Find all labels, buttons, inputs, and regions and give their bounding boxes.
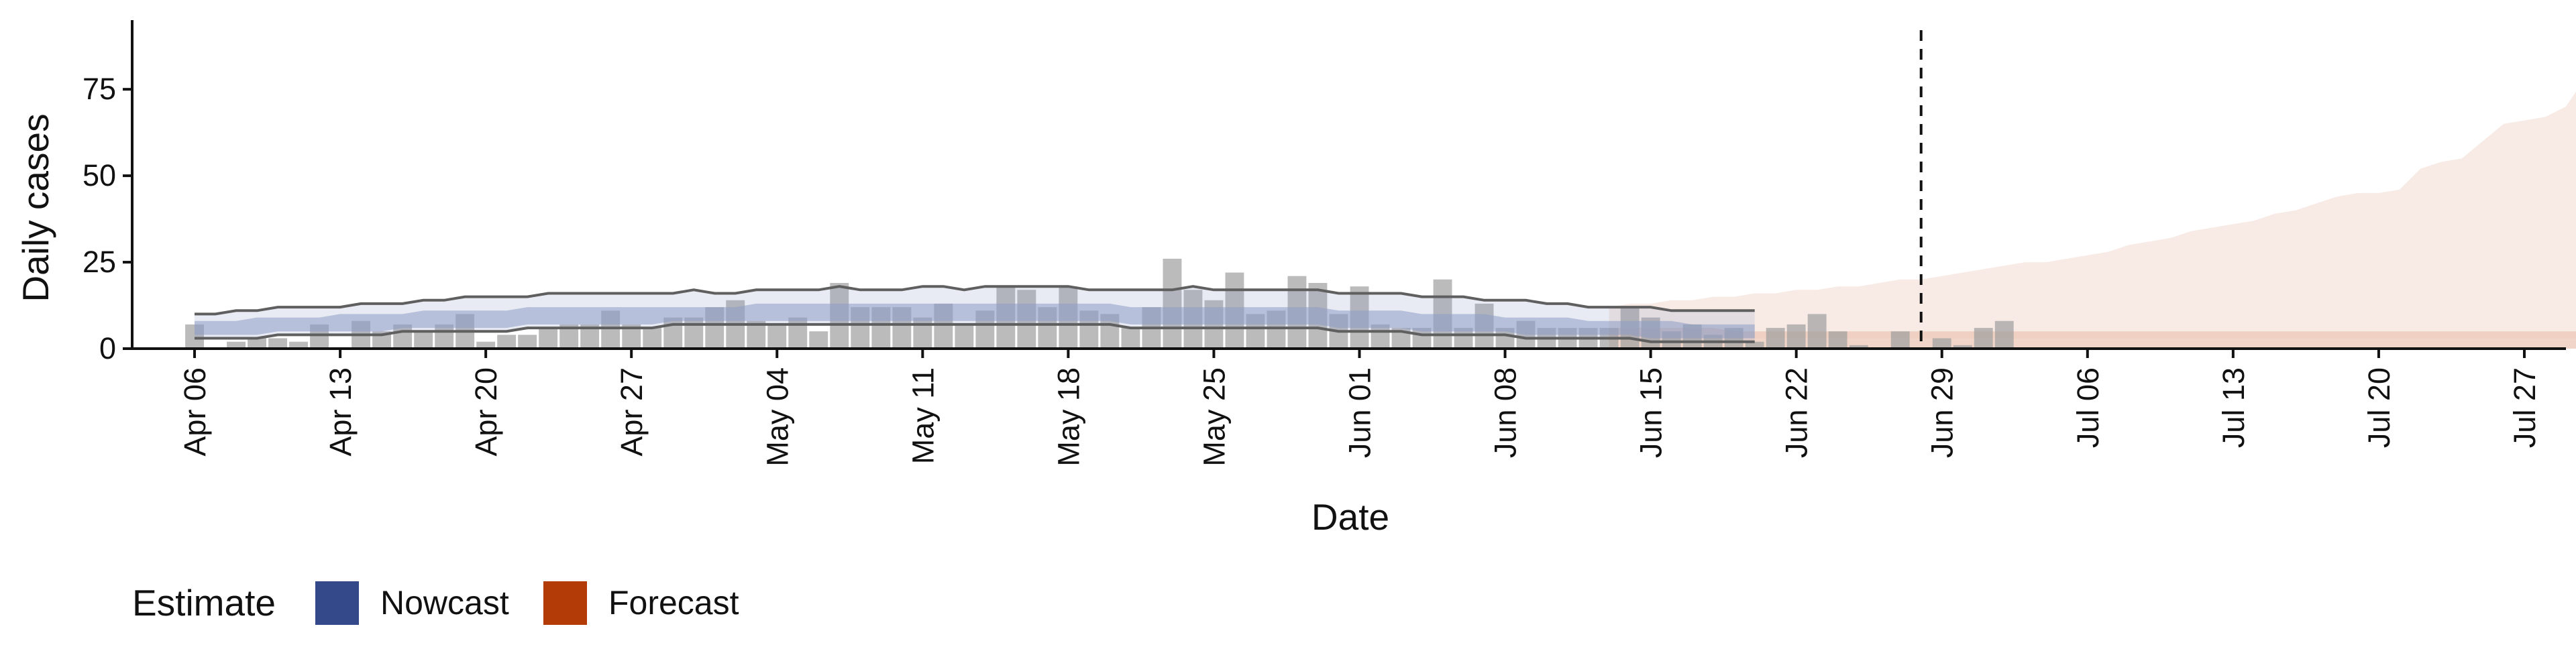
x-tick-label: Jun 15 xyxy=(1634,367,1668,458)
case-bar xyxy=(289,341,308,349)
x-tick-label: May 18 xyxy=(1051,367,1085,467)
case-bar xyxy=(1371,324,1390,349)
legend: Estimate Nowcast Forecast xyxy=(132,581,739,625)
x-tick-label: Jul 06 xyxy=(2071,367,2105,448)
case-bar xyxy=(1849,345,1868,349)
forecast-outer-band xyxy=(1609,91,2576,339)
case-bar xyxy=(248,338,266,349)
y-tick-label: 0 xyxy=(99,331,116,365)
y-tick-label: 25 xyxy=(83,245,116,279)
legend-swatch-forecast xyxy=(543,581,587,625)
x-axis-title: Date xyxy=(1311,496,1389,538)
legend-title: Estimate xyxy=(132,582,276,624)
legend-swatch-nowcast xyxy=(315,581,359,625)
x-tick-label: Apr 06 xyxy=(178,367,212,457)
case-bar xyxy=(1121,328,1140,349)
y-tick-label: 75 xyxy=(83,72,116,106)
forecast-inner-band xyxy=(1609,328,2576,349)
case-bar xyxy=(497,335,517,349)
case-bar xyxy=(1974,328,1993,349)
x-tick-label: Jul 20 xyxy=(2362,367,2396,448)
nowcast-inner-band xyxy=(195,303,1755,339)
case-bar xyxy=(1163,258,1182,349)
ribbon-lines-layer xyxy=(195,285,1755,343)
forecast-layer xyxy=(1609,91,2576,349)
case-bar xyxy=(1412,328,1432,349)
x-tick-label: May 25 xyxy=(1197,367,1231,467)
x-tick-label: May 11 xyxy=(906,367,940,464)
case-bar xyxy=(435,324,454,349)
axes-layer: 0 25 50 75 Apr 06 Apr 13 Apr 20 Apr 27 May 04 May… xyxy=(83,20,2566,467)
case-bar xyxy=(268,338,287,349)
x-tick-label: Jun 01 xyxy=(1343,367,1377,458)
case-bar xyxy=(227,341,246,349)
case-bar xyxy=(788,317,808,349)
case-bar xyxy=(1953,345,1972,349)
case-bar xyxy=(1994,320,2014,349)
nowcast-upper-line xyxy=(195,285,1755,316)
case-bar xyxy=(1932,338,1951,349)
y-axis-title: Daily cases xyxy=(15,113,56,302)
x-tick-label: Jul 13 xyxy=(2216,367,2251,448)
case-bar xyxy=(1745,341,1764,349)
case-bar xyxy=(809,331,828,349)
case-bar xyxy=(1454,328,1473,349)
nowcast-lower-line xyxy=(195,322,1755,343)
case-bar xyxy=(684,317,704,349)
x-tick-label: Jul 27 xyxy=(2508,367,2542,448)
x-tick-label: Jun 22 xyxy=(1780,367,1814,458)
case-bar xyxy=(518,335,537,349)
case-bar xyxy=(1828,331,1847,349)
y-tick-label: 50 xyxy=(83,158,116,192)
x-tick-label: Apr 27 xyxy=(614,367,649,457)
case-bar xyxy=(767,324,787,349)
legend-label-nowcast: Nowcast xyxy=(380,584,509,622)
case-bar xyxy=(1766,328,1785,349)
case-bar xyxy=(1807,314,1827,349)
case-bar xyxy=(1890,331,1910,349)
case-bar xyxy=(955,324,974,349)
case-bar xyxy=(1786,324,1806,349)
x-tick-label: Apr 13 xyxy=(323,367,358,457)
case-bar xyxy=(414,331,433,349)
case-bar xyxy=(476,341,496,349)
x-tick-label: Apr 20 xyxy=(469,367,503,457)
x-tick-label: Jun 29 xyxy=(1925,367,1960,458)
x-tick-label: May 04 xyxy=(760,367,794,467)
case-bar xyxy=(643,328,662,349)
case-bar xyxy=(913,317,932,349)
case-bar xyxy=(663,317,683,349)
x-tick-label: Jun 08 xyxy=(1489,367,1523,458)
legend-label-forecast: Forecast xyxy=(608,584,739,622)
case-bar xyxy=(539,328,558,349)
